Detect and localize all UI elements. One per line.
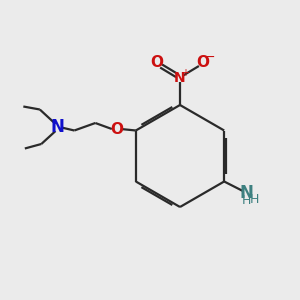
Text: H: H <box>242 194 251 208</box>
Text: O: O <box>196 55 210 70</box>
Text: H: H <box>250 193 259 206</box>
Text: N: N <box>174 71 186 85</box>
Text: −: − <box>205 50 215 64</box>
Text: O: O <box>110 122 123 136</box>
Text: O: O <box>150 55 164 70</box>
Text: N: N <box>240 184 254 202</box>
Text: +: + <box>182 68 189 78</box>
Text: N: N <box>51 118 65 136</box>
